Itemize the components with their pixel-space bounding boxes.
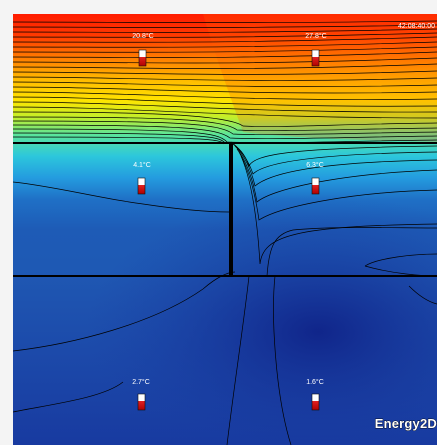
thermometer-reading: 4.1°C xyxy=(133,161,151,169)
thermometer-middle-right[interactable]: 6.3°C xyxy=(306,161,324,195)
thermometer-middle-left[interactable]: 4.1°C xyxy=(133,161,151,195)
thermometer-reading: 20.8°C xyxy=(132,32,153,40)
thermometer-icon xyxy=(311,393,320,411)
simulation-view[interactable]: 20.8°C 27.8°C 4.1°C 6.3°C 2.7°C 1.6°C 42… xyxy=(13,14,437,445)
thermometer-reading: 2.7°C xyxy=(132,378,150,386)
thermometer-upper-left[interactable]: 20.8°C xyxy=(132,32,154,67)
building-walls xyxy=(13,142,437,277)
thermometer-icon xyxy=(137,177,146,195)
thermometer-icon xyxy=(311,177,320,195)
thermometer-upper-right[interactable]: 27.8°C xyxy=(305,32,327,67)
thermometer-lower-left[interactable]: 2.7°C xyxy=(132,378,150,411)
cold-core xyxy=(13,194,437,445)
simulation-clock: 42:08:40:00 xyxy=(398,23,435,30)
thermometer-icon xyxy=(137,393,146,411)
thermometer-icon xyxy=(311,49,320,67)
thermometer-reading: 1.6°C xyxy=(306,378,324,386)
energy2d-logo: Energy2D xyxy=(375,416,437,431)
thermometer-reading: 27.8°C xyxy=(305,32,326,40)
thermometer-reading: 6.3°C xyxy=(306,161,324,169)
thermometer-icon xyxy=(138,49,147,67)
thermometer-lower-right[interactable]: 1.6°C xyxy=(306,378,324,411)
isotherms xyxy=(13,20,437,445)
